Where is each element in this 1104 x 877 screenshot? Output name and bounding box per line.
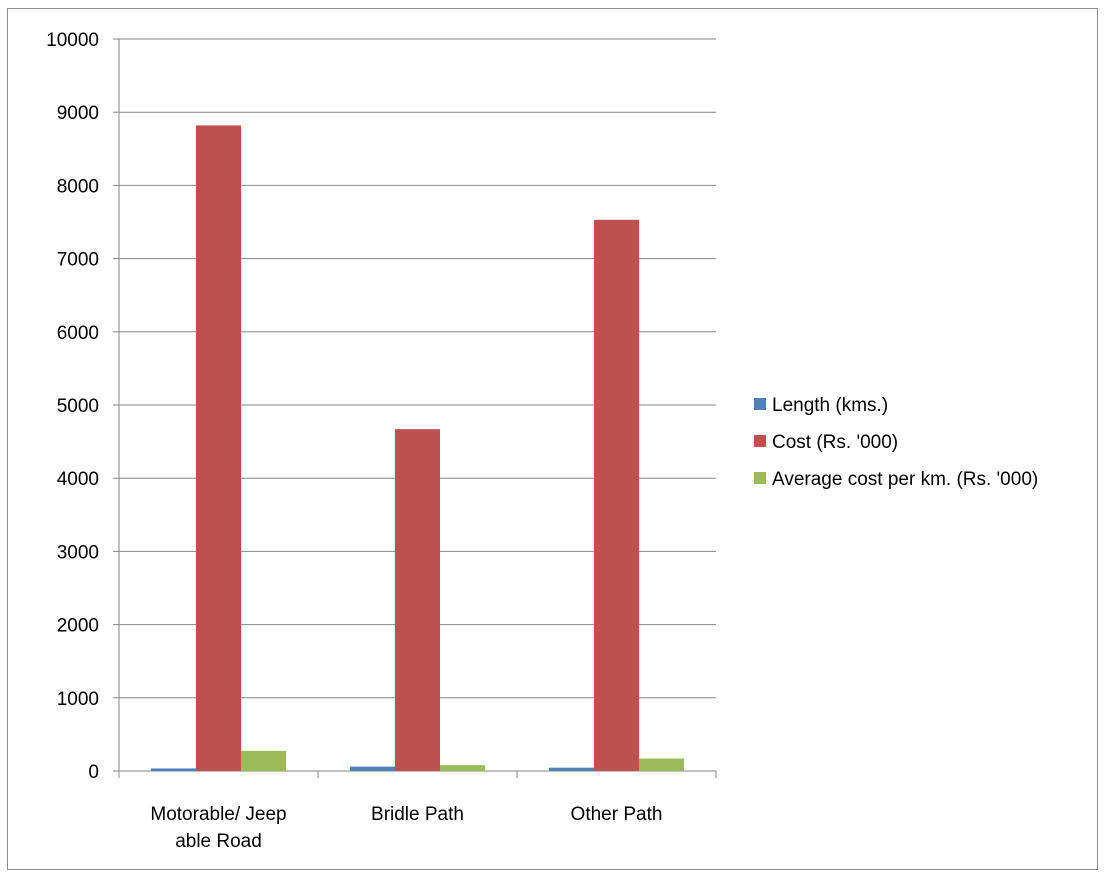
bar xyxy=(639,758,684,771)
legend-label: Average cost per km. (Rs. '000) xyxy=(772,469,1038,490)
bar xyxy=(440,765,485,771)
bar xyxy=(350,766,395,771)
y-tick-label: 4000 xyxy=(57,469,99,490)
y-tick-label: 0 xyxy=(88,762,99,783)
legend-label: Length (kms.) xyxy=(772,395,888,416)
y-tick-label: 7000 xyxy=(57,250,99,271)
bar xyxy=(549,767,594,771)
tick-labels: 0 1000 2000 3000 4000 5000 6000 7000 8000 9000 100… xyxy=(46,30,662,852)
bar xyxy=(594,219,639,771)
y-tick-label: 1000 xyxy=(57,689,99,710)
bar xyxy=(241,750,286,771)
y-tick-label: 9000 xyxy=(57,103,99,124)
bar xyxy=(196,125,241,772)
x-tick-label: Motorable/ Jeep xyxy=(150,804,286,825)
legend-swatch xyxy=(754,398,766,410)
x-tick-label: Other Path xyxy=(571,804,663,825)
x-tick-label: able Road xyxy=(175,831,262,852)
chart-frame xyxy=(7,8,1098,870)
legend: Length (kms.) Cost (Rs. '000) Average cost… xyxy=(754,395,1038,490)
y-tick-label: 10000 xyxy=(46,30,99,51)
legend-swatch xyxy=(754,472,766,484)
x-tick-label: Bridle Path xyxy=(371,804,464,825)
y-tick-label: 8000 xyxy=(57,176,99,197)
y-tick-label: 2000 xyxy=(57,616,99,637)
legend-label: Cost (Rs. '000) xyxy=(772,432,898,453)
legend-swatch xyxy=(754,435,766,447)
y-tick-label: 3000 xyxy=(57,542,99,563)
y-tick-label: 6000 xyxy=(57,323,99,344)
bars xyxy=(151,125,684,772)
bar xyxy=(395,429,440,771)
bar xyxy=(151,768,196,771)
y-tick-label: 5000 xyxy=(57,396,99,417)
